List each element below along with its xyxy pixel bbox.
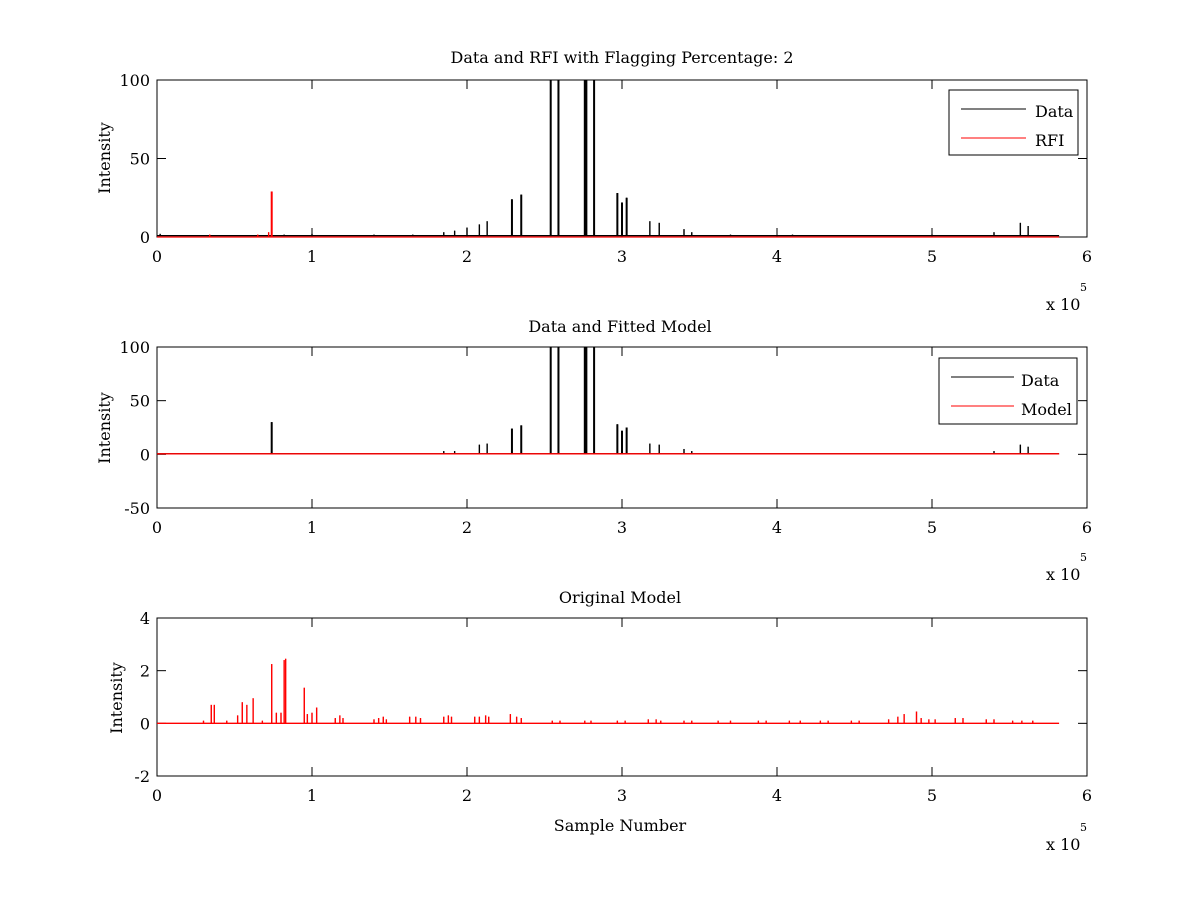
y-tick-label: 0: [140, 445, 150, 464]
x-tick-label: 2: [462, 786, 472, 805]
x-tick-label: 0: [152, 518, 162, 537]
subplot-title: Data and RFI with Flagging Percentage: 2: [450, 48, 793, 67]
x-exponent-label: x 10: [1046, 835, 1080, 854]
y-axis-label: Intensity: [95, 122, 114, 194]
legend-box: [938, 357, 1078, 425]
subplot-title: Data and Fitted Model: [528, 317, 711, 336]
x-exponent-power: 5: [1080, 281, 1087, 294]
y-tick-label: 0: [140, 228, 150, 247]
x-tick-label: 4: [772, 786, 782, 805]
x-tick-label: 2: [462, 518, 472, 537]
x-tick-label: 6: [1082, 247, 1092, 266]
y-tick-label: 50: [130, 150, 150, 169]
x-tick-label: 5: [927, 518, 937, 537]
x-tick-label: 2: [462, 247, 472, 266]
x-tick-label: 0: [152, 247, 162, 266]
y-tick-label: -2: [134, 767, 150, 786]
x-tick-label: 4: [772, 247, 782, 266]
legend-label-data: Data: [1035, 102, 1074, 121]
subplot-fitted-model: Data and Fitted Model Intensity 0 1 2 3 4 5 6 -…: [95, 317, 1092, 584]
subplot-rfi: Data and RFI with Flagging Percentage: 2…: [95, 48, 1092, 314]
x-tick-label: 5: [927, 247, 937, 266]
y-axis-label: Intensity: [107, 662, 126, 734]
x-tick-label: 5: [927, 786, 937, 805]
legend-label-data: Data: [1021, 371, 1060, 390]
legend-label-model: Model: [1021, 400, 1072, 419]
y-tick-label: -50: [124, 499, 150, 518]
y-tick-label: 0: [140, 714, 150, 733]
x-tick-label: 3: [617, 518, 627, 537]
y-tick-label: 4: [140, 609, 150, 628]
x-tick-label: 3: [617, 786, 627, 805]
x-tick-label: 4: [772, 518, 782, 537]
legend-label-rfi: RFI: [1035, 131, 1064, 150]
x-tick-label: 6: [1082, 518, 1092, 537]
x-tick-label: 1: [307, 247, 317, 266]
x-exponent-power: 5: [1080, 551, 1087, 564]
plot-area: 0 1 2 3 4 5 6 0 50 100: [119, 71, 1092, 266]
legend-box: [948, 89, 1079, 156]
subplot-title: Original Model: [559, 588, 681, 607]
x-exponent-power: 5: [1080, 821, 1087, 834]
x-axis-label: Sample Number: [554, 816, 687, 835]
y-tick-label: 100: [119, 71, 150, 90]
series-line-data: [157, 80, 1060, 237]
y-tick-label: 50: [130, 392, 150, 411]
y-axis-label: Intensity: [95, 392, 114, 464]
x-tick-label: 3: [617, 247, 627, 266]
x-exponent-label: x 10: [1046, 295, 1080, 314]
legend: Data RFI: [948, 89, 1079, 156]
y-tick-label: 100: [119, 338, 150, 357]
x-tick-label: 1: [307, 786, 317, 805]
legend: Data Model: [938, 357, 1078, 425]
x-tick-label: 6: [1082, 786, 1092, 805]
y-tick-label: 2: [140, 662, 150, 681]
x-exponent-label: x 10: [1046, 565, 1080, 584]
x-tick-label: 1: [307, 518, 317, 537]
x-tick-label: 0: [152, 786, 162, 805]
